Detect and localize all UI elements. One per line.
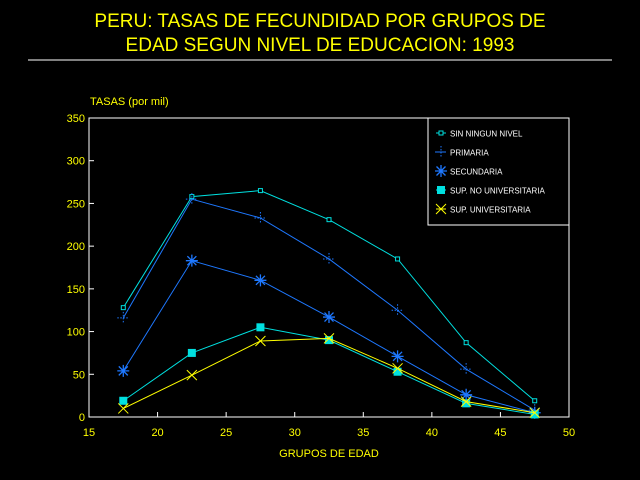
data-point bbox=[435, 146, 447, 158]
chart-title-line-1: PERU: TASAS DE FECUNDIDAD POR GRUPOS DE bbox=[94, 11, 545, 32]
legend-label: SIN NINGUN NIVEL bbox=[450, 130, 523, 139]
data-point bbox=[435, 203, 447, 215]
x-tick-label: 40 bbox=[426, 427, 438, 439]
data-point bbox=[323, 311, 335, 324]
x-tick-label: 15 bbox=[83, 427, 95, 439]
data-point bbox=[463, 340, 469, 346]
legend-label: SUP. UNIVERSITARIA bbox=[450, 206, 531, 215]
chart-title-line-2: EDAD SEGUN NIVEL DE EDUCACION: 1993 bbox=[126, 35, 515, 56]
legend-label: SUP. NO UNIVERSITARIA bbox=[450, 187, 546, 196]
data-point bbox=[532, 398, 538, 404]
x-tick-label: 50 bbox=[563, 427, 575, 439]
series-sup-no-universitaria bbox=[119, 323, 539, 419]
series-primaria bbox=[117, 193, 541, 417]
data-point bbox=[117, 311, 130, 324]
legend-item: SIN NINGUN NIVEL bbox=[436, 130, 523, 139]
y-tick-label: 250 bbox=[67, 198, 85, 210]
y-tick-label: 200 bbox=[67, 241, 85, 253]
y-tick-label: 0 bbox=[79, 412, 85, 424]
data-point bbox=[255, 335, 266, 347]
data-point bbox=[326, 217, 332, 223]
data-point bbox=[460, 396, 472, 407]
legend-box bbox=[427, 117, 570, 226]
data-point bbox=[117, 364, 130, 377]
legend-item: PRIMARIA bbox=[435, 146, 489, 158]
legend-label: PRIMARIA bbox=[450, 149, 489, 158]
data-point bbox=[392, 362, 403, 374]
data-point bbox=[256, 323, 265, 332]
y-axis-label: TASAS (por mil) bbox=[90, 96, 169, 108]
legend-item: SUP. NO UNIVERSITARIA bbox=[436, 186, 546, 196]
x-tick-label: 45 bbox=[494, 427, 506, 439]
data-point bbox=[254, 274, 267, 287]
x-tick-label: 35 bbox=[357, 427, 369, 439]
x-tick-label: 30 bbox=[289, 427, 301, 439]
data-point bbox=[120, 305, 126, 311]
data-point bbox=[391, 304, 404, 317]
data-point bbox=[323, 252, 335, 265]
data-point bbox=[460, 388, 473, 401]
data-point bbox=[395, 256, 401, 262]
data-point bbox=[323, 333, 335, 344]
data-point bbox=[530, 410, 539, 419]
y-tick-label: 150 bbox=[67, 284, 85, 296]
data-point bbox=[529, 407, 541, 419]
data-point bbox=[254, 211, 267, 224]
data-point bbox=[437, 186, 445, 194]
data-point bbox=[186, 369, 198, 381]
x-tick-label: 25 bbox=[220, 427, 232, 439]
data-point bbox=[325, 336, 333, 345]
plot-frame bbox=[88, 117, 570, 418]
y-tick-label: 100 bbox=[67, 327, 85, 339]
data-point bbox=[460, 363, 473, 376]
data-point bbox=[438, 130, 444, 136]
y-tick-label: 350 bbox=[67, 113, 85, 125]
data-point bbox=[257, 188, 263, 194]
legend-item: SUP. UNIVERSITARIA bbox=[435, 203, 531, 215]
data-point bbox=[185, 193, 198, 206]
y-tick-label: 300 bbox=[67, 156, 85, 168]
legend-item: SECUNDARIA bbox=[435, 165, 503, 177]
data-point bbox=[393, 367, 402, 376]
x-tick-label: 20 bbox=[151, 427, 163, 439]
data-point bbox=[117, 403, 129, 414]
legend-label: SECUNDARIA bbox=[450, 168, 503, 177]
x-axis-label: GRUPOS DE EDAD bbox=[279, 448, 379, 460]
y-tick-label: 50 bbox=[73, 369, 85, 381]
data-point bbox=[435, 165, 447, 177]
data-point bbox=[462, 399, 471, 408]
series-line bbox=[123, 337, 535, 414]
data-point bbox=[119, 396, 128, 405]
data-point bbox=[185, 254, 198, 267]
data-point bbox=[187, 348, 196, 357]
series-sup-universitaria bbox=[117, 333, 541, 419]
data-point bbox=[391, 350, 404, 363]
